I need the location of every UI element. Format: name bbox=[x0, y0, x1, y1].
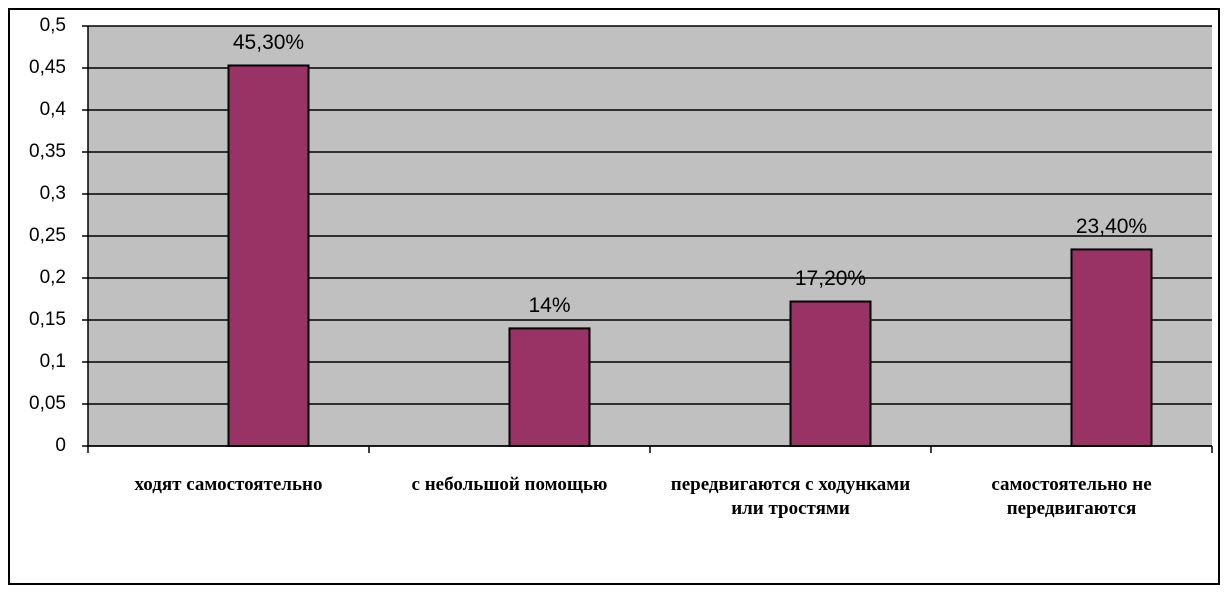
bar bbox=[508, 327, 591, 447]
y-tick-label: 0,45 bbox=[29, 57, 66, 78]
y-tick-label: 0,3 bbox=[40, 183, 66, 204]
bar bbox=[1070, 248, 1153, 447]
x-tick-label: передвигаются с ходунками или тростями bbox=[670, 474, 911, 519]
y-tick-label: 0,2 bbox=[40, 267, 66, 288]
x-tick-label: с небольшой помощью bbox=[411, 474, 608, 495]
bar bbox=[789, 300, 872, 447]
y-tick-label: 0 bbox=[55, 435, 66, 456]
x-tick-label: ходят самостоятельно bbox=[134, 474, 323, 495]
y-tick-label: 0,25 bbox=[29, 225, 66, 246]
y-tick-label: 0,15 bbox=[29, 309, 66, 330]
x-tick-label: самостоятельно не передвигаются bbox=[991, 474, 1152, 519]
y-tick-label: 0,5 bbox=[40, 15, 66, 36]
value-label: 45,30% bbox=[233, 31, 304, 54]
value-label: 14% bbox=[528, 294, 570, 317]
y-tick-label: 0,4 bbox=[40, 99, 67, 120]
y-tick-label: 0,1 bbox=[40, 351, 66, 372]
y-tick-label: 0,35 bbox=[29, 141, 66, 162]
value-label: 17,20% bbox=[795, 267, 866, 290]
bar bbox=[227, 64, 310, 447]
y-tick-label: 0,05 bbox=[29, 393, 66, 414]
value-label: 23,40% bbox=[1076, 215, 1147, 238]
